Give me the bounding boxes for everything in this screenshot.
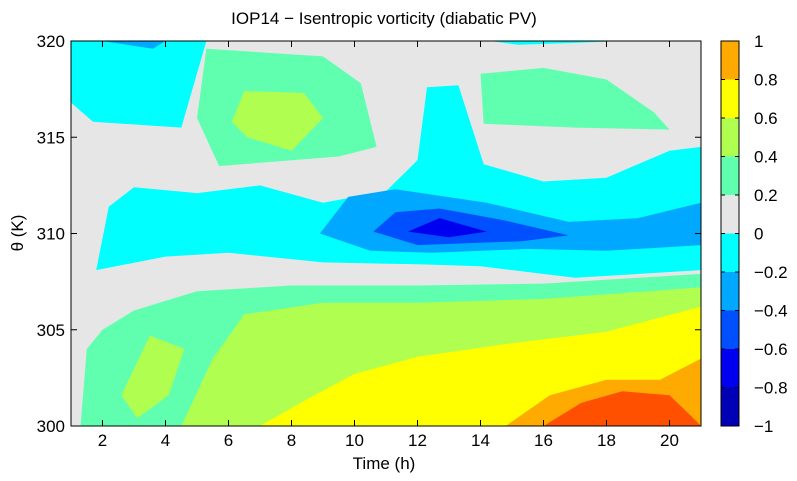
contour-region-2 (121, 335, 185, 419)
colorbar-tick-label: −0.8 (754, 379, 788, 398)
colorbar: −1 −0.8 −0.6 −0.4 −0.2 0 0.2 0.4 0.6 0.8 1 (720, 32, 788, 436)
x-tick-label: 14 (471, 431, 490, 450)
colorbar-tick-label: 0.6 (754, 109, 778, 128)
plot-area (71, 41, 701, 426)
y-tick-label: 305 (37, 321, 65, 340)
colorbar-swatch (721, 272, 739, 311)
colorbar-swatch (721, 387, 739, 426)
colorbar-swatch (721, 233, 739, 272)
colorbar-tick-label: 0.2 (754, 186, 778, 205)
x-tick-label: 4 (161, 431, 170, 450)
colorbar-swatch (721, 349, 739, 388)
colorbar-swatch (721, 79, 739, 118)
colorbar-tick-label: 1 (754, 32, 763, 51)
x-tick-label: 10 (345, 431, 364, 450)
contour-region-5 (543, 391, 701, 426)
contour-region-8 (490, 41, 620, 45)
colorbar-swatch (721, 310, 739, 349)
contour-region-15 (231, 91, 323, 151)
contour-region-14 (480, 67, 670, 130)
colorbar-tick-label: 0.4 (754, 148, 778, 167)
colorbar-swatch (721, 118, 739, 157)
colorbar-tick-label: 0 (754, 225, 763, 244)
x-tick-label: 8 (287, 431, 296, 450)
axes: 2 4 6 8 10 12 14 16 18 20 300 305 310 315 320 (37, 32, 702, 450)
y-tick-label: 310 (37, 225, 65, 244)
contour-region-7 (71, 41, 207, 128)
x-tick-label: 12 (408, 431, 427, 450)
x-tick-label: 16 (534, 431, 553, 450)
colorbar-swatch (721, 156, 739, 195)
colorbar-swatch (721, 195, 739, 234)
colorbar-tick-label: −0.2 (754, 263, 788, 282)
y-tick-label: 300 (37, 417, 65, 436)
colorbar-tick-label: 0.8 (754, 71, 778, 90)
y-tick-label: 320 (37, 32, 65, 51)
x-tick-label: 6 (224, 431, 233, 450)
contour-region-11 (373, 208, 569, 246)
colorbar-tick-label: −1 (754, 417, 773, 436)
colorbar-tick-label: −0.4 (754, 302, 788, 321)
y-tick-label: 315 (37, 128, 65, 147)
chart-title: IOP14 − Isentropic vorticity (diabatic P… (231, 9, 537, 28)
colorbar-swatch (721, 41, 739, 80)
contour-region-12 (408, 218, 487, 238)
x-tick-label: 20 (660, 431, 679, 450)
contour-region-10 (102, 41, 166, 49)
x-tick-label: 18 (597, 431, 616, 450)
y-axis-label: θ (K) (8, 215, 27, 252)
x-tick-label: 2 (98, 431, 107, 450)
colorbar-tick-label: −0.6 (754, 340, 788, 359)
x-axis-label: Time (h) (353, 454, 416, 473)
